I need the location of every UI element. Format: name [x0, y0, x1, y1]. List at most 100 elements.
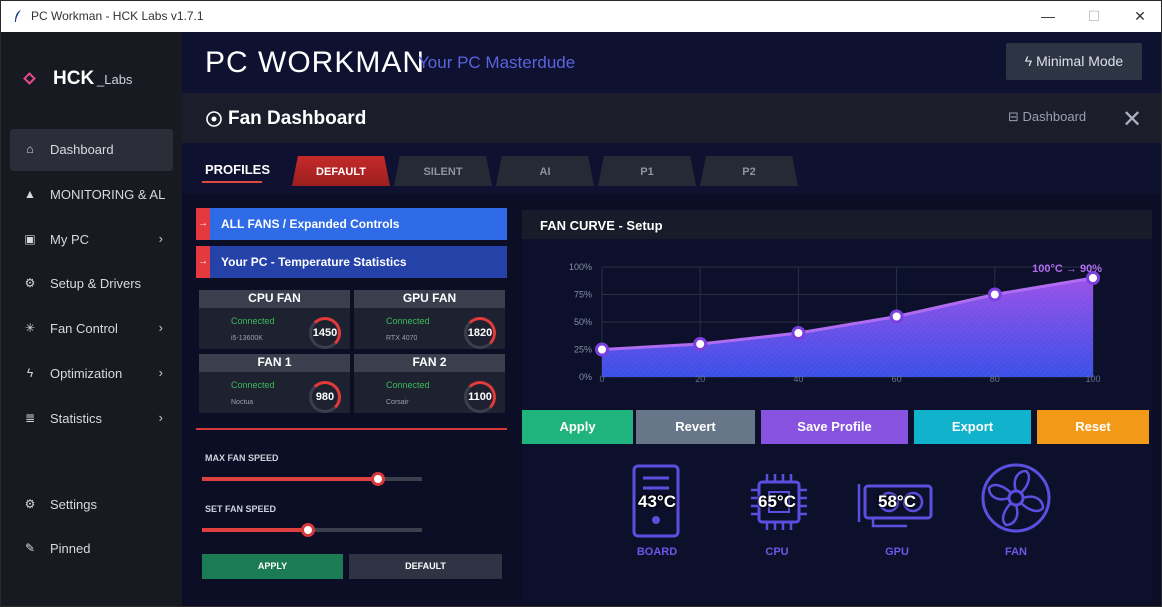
fan-card: FAN 2 Connected Corsair 1100	[354, 354, 505, 413]
tab-silent[interactable]: SILENT	[394, 156, 492, 186]
set-fan-speed-slider[interactable]	[202, 523, 422, 537]
fan-card: GPU FAN Connected RTX 4070 1820	[354, 290, 505, 349]
slider-thumb[interactable]	[371, 472, 385, 486]
fan-dashboard-title: Fan Dashboard	[228, 108, 367, 129]
warning-icon: ▲	[24, 187, 36, 201]
y-tick-label: 50%	[574, 317, 592, 327]
sidebar-item-monitoring-al[interactable]: ▲ MONITORING & AL	[10, 174, 173, 216]
gear-icon: ⚙	[24, 497, 36, 511]
fan-curve-chart[interactable]: 100% 75% 50% 25% 0% 0 20 40 60 80 100 100°C → 90%	[522, 239, 1152, 409]
sidebar-item-fan-control[interactable]: ✳ Fan Control ›	[10, 308, 173, 350]
sidebar-item-statistics[interactable]: ≣ Statistics ›	[10, 398, 173, 440]
fan-curve-title: FAN CURVE - Setup	[540, 218, 663, 233]
slider-thumb[interactable]	[300, 523, 315, 537]
revert-button[interactable]: Revert	[636, 410, 755, 444]
x-tick-label: 80	[990, 374, 1000, 384]
set-fan-speed-label: SET FAN SPEED	[205, 504, 277, 514]
fan-sensor: FAN	[966, 462, 1066, 562]
close-panel-button[interactable]: ✕	[1122, 106, 1143, 133]
fan-card: FAN 1 Connected Noctua 980	[199, 354, 350, 413]
gpu-temperature: 58°C	[878, 492, 916, 511]
fan-model: RTX 4070	[386, 335, 418, 342]
fan-curve-header: FAN CURVE - Setup	[522, 210, 1152, 239]
sidebar-item-label: Settings	[50, 497, 97, 512]
fan-rpm-gauge: 1450	[309, 317, 341, 349]
export-button[interactable]: Export	[914, 410, 1031, 444]
slider-fill	[202, 528, 308, 532]
fan-name: FAN 2	[412, 355, 447, 369]
chevron-right-icon: ›	[158, 231, 163, 246]
gpu-label: GPU	[885, 546, 909, 558]
cpu-label: CPU	[765, 546, 789, 558]
app-name: PC WORKMAN	[205, 46, 425, 79]
fan-rpm-gauge: 1820	[464, 317, 496, 349]
fan-card: CPU FAN Connected i5-13600K 1450	[199, 290, 350, 349]
sidebar-item-label: Pinned	[50, 541, 91, 556]
sidebar-item-label: Fan Control	[50, 321, 118, 336]
sidebar-item-dashboard[interactable]: ⌂ Dashboard	[10, 129, 173, 171]
fan-dashboard-header: Fan Dashboard ⊟ Dashboard ✕	[182, 93, 1161, 143]
reset-button[interactable]: Reset	[1037, 410, 1149, 444]
max-fan-speed-label: MAX FAN SPEED	[205, 453, 279, 463]
x-tick-label: 60	[892, 374, 902, 384]
chevron-right-icon: ›	[158, 320, 163, 335]
fan-rpm-gauge: 1100	[464, 381, 496, 413]
app-tagline: Your PC Masterdude	[418, 53, 576, 72]
y-tick-label: 0%	[579, 372, 592, 382]
all-fans-expander[interactable]: → ALL FANS / Expanded Controls	[196, 208, 507, 240]
minimize-button[interactable]: —	[1041, 8, 1055, 24]
curve-point[interactable]	[595, 342, 609, 357]
board-sensor: 43°C BOARD	[607, 462, 707, 562]
curve-point[interactable]	[693, 337, 708, 351]
fan-curve-line	[601, 276, 1094, 351]
sidebar-item-label: Statistics	[50, 411, 103, 426]
x-tick-label: 20	[695, 374, 705, 384]
diamond-icon	[23, 72, 36, 85]
curve-point[interactable]	[889, 309, 904, 324]
pc-case-icon	[632, 464, 680, 538]
cpu-chip-icon	[751, 474, 807, 530]
dashboard-link[interactable]: ⊟ Dashboard	[1008, 109, 1086, 125]
save-profile-button[interactable]: Save Profile	[761, 410, 908, 444]
gpu-card-icon	[857, 484, 933, 528]
arrow-icon: →	[196, 208, 210, 240]
close-window-button[interactable]: ✕	[1134, 8, 1146, 24]
dashboard-link-label: Dashboard	[1022, 109, 1087, 124]
sidebar-item-pinned[interactable]: ✎ Pinned	[10, 528, 173, 570]
arrow-icon: →	[196, 246, 210, 278]
sidebar-item-label: My PC	[50, 232, 89, 247]
sidebar-item-optimization[interactable]: ϟ Optimization ›	[10, 353, 173, 395]
fan-icon	[206, 111, 222, 127]
curve-point[interactable]	[1086, 271, 1100, 285]
profiles-underline	[202, 181, 262, 183]
minimal-mode-button[interactable]: ϟ Minimal Mode	[1006, 43, 1142, 80]
fan-curve-hatch	[602, 278, 1093, 377]
default-fan-button[interactable]: DEFAULT	[349, 554, 502, 579]
sidebar-item-label: Setup & Drivers	[50, 276, 142, 291]
apply-fan-button[interactable]: APPLY	[202, 554, 343, 579]
sidebar-item-label: MONITORING & AL	[50, 187, 166, 202]
tab-p2[interactable]: P2	[700, 156, 798, 186]
tab-p1[interactable]: P1	[598, 156, 696, 186]
gpu-sensor: 58°C GPU	[847, 462, 947, 562]
home-icon: ⌂	[26, 142, 34, 156]
curve-point[interactable]	[987, 287, 1002, 302]
maximize-button[interactable]: ☐	[1087, 8, 1101, 24]
max-fan-speed-slider[interactable]	[202, 472, 422, 486]
fan-name: GPU FAN	[402, 291, 457, 305]
sidebar-item-my-pc[interactable]: ▣ My PC ›	[10, 219, 173, 261]
sidebar-item-settings[interactable]: ⚙ Settings	[10, 484, 173, 526]
fan-name: CPU FAN	[248, 291, 301, 305]
fan-model: Corsair	[386, 399, 409, 406]
divider	[196, 428, 507, 430]
tab-default[interactable]: DEFAULT	[292, 156, 390, 186]
fan-status: Connected	[231, 380, 275, 390]
sidebar-item-setup-drivers[interactable]: ⚙ Setup & Drivers	[10, 263, 173, 305]
curve-point[interactable]	[791, 326, 806, 340]
curve-annotation: 100°C → 90%	[1032, 263, 1102, 275]
apply-button[interactable]: Apply	[522, 410, 633, 444]
tab-ai[interactable]: AI	[496, 156, 594, 186]
temperature-stats-expander[interactable]: → Your PC - Temperature Statistics	[196, 246, 507, 278]
y-tick-label: 75%	[574, 290, 592, 300]
